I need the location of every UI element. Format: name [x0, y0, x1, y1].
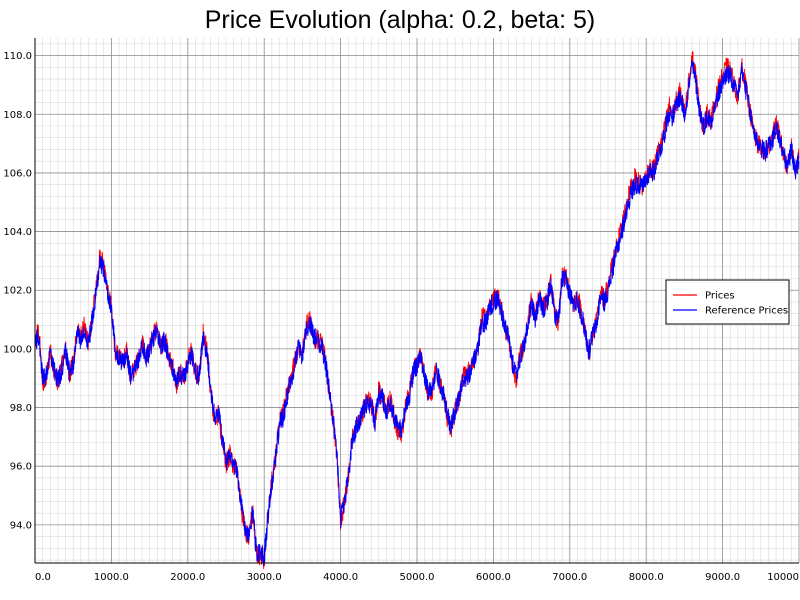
axes: [34, 38, 799, 564]
y-tick-label: 108.0: [3, 110, 32, 121]
y-tick-label: 102.0: [3, 286, 32, 297]
x-tick-label: 10000: [767, 572, 799, 583]
legend: Prices Reference Prices: [665, 279, 790, 325]
x-tick-labels: 0.0 1000.0 2000.0 3000.0 4000.0 5000.0 6000.0 7…: [35, 572, 799, 583]
y-tick-label: 110.0: [3, 51, 32, 62]
x-tick-label: 5000.0: [400, 572, 435, 583]
y-tick-label: 98.0: [10, 403, 32, 414]
series-layer: [34, 51, 800, 570]
legend-box: [665, 279, 790, 325]
legend-entry: Prices: [705, 291, 735, 302]
x-tick-label: 3000.0: [247, 572, 282, 583]
series-line-reference-prices: [34, 60, 800, 567]
y-tick-label: 100.0: [3, 344, 32, 355]
y-tick-label: 106.0: [3, 168, 32, 179]
y-tick-label: 96.0: [10, 462, 32, 473]
legend-entry: Reference Prices: [705, 306, 788, 317]
x-tick-label: 7000.0: [552, 572, 587, 583]
x-tick-label: 0.0: [35, 572, 51, 583]
y-tick-labels: 94.0 96.0 98.0 100.0 102.0 104.0 106.0 108.0 110…: [3, 51, 32, 531]
x-tick-label: 9000.0: [705, 572, 740, 583]
x-tick-label: 2000.0: [170, 572, 205, 583]
x-tick-label: 6000.0: [476, 572, 511, 583]
chart-title: Price Evolution (alpha: 0.2, beta: 5): [204, 6, 596, 34]
x-tick-label: 8000.0: [629, 572, 664, 583]
x-tick-label: 4000.0: [323, 572, 358, 583]
x-tick-label: 1000.0: [94, 572, 129, 583]
y-tick-label: 104.0: [3, 227, 32, 238]
y-tick-label: 94.0: [10, 520, 32, 531]
